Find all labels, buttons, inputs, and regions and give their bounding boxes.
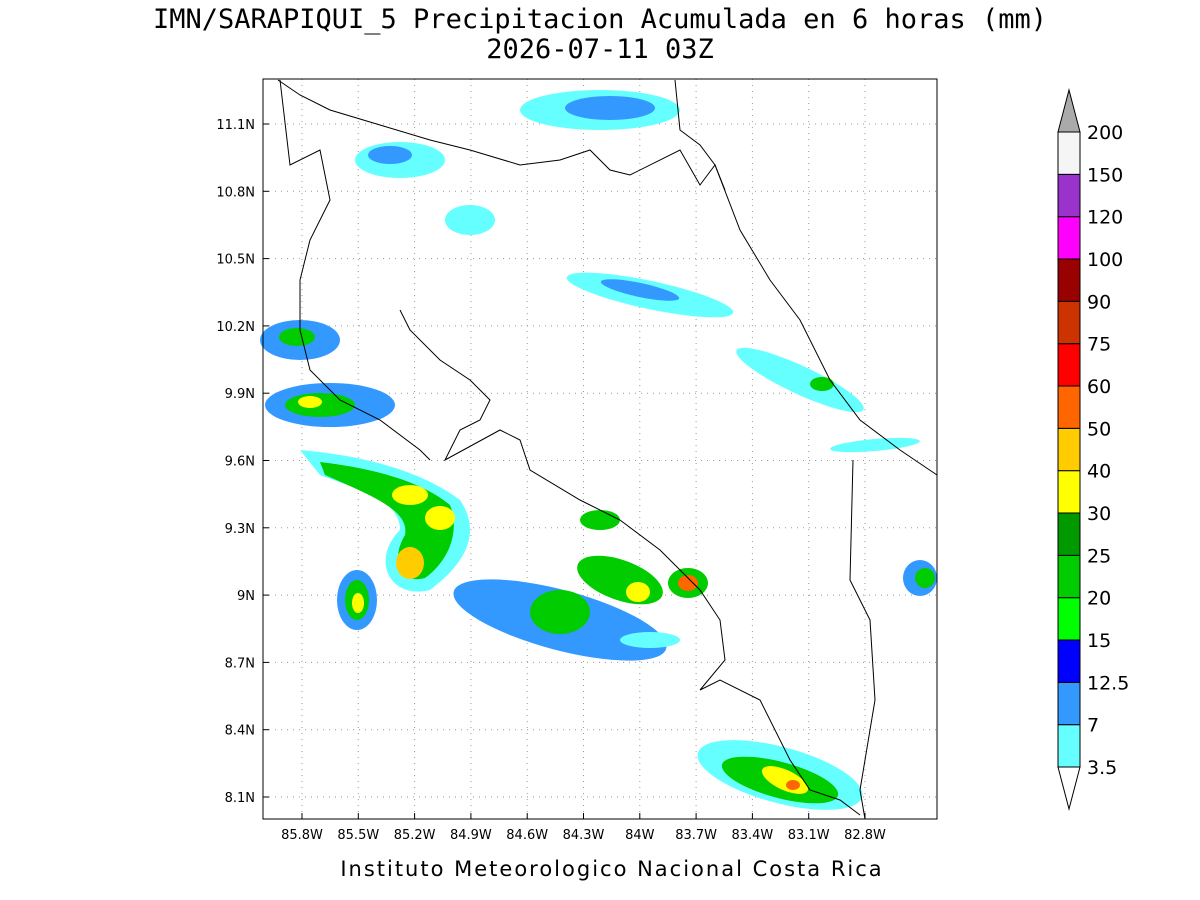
subtitle: 2026-07-11 03Z	[486, 34, 714, 65]
colorbar-label: 200	[1087, 122, 1123, 144]
colorbar-box	[1057, 343, 1081, 387]
colorbar-box	[1057, 512, 1081, 556]
colorbar-label: 15	[1087, 630, 1111, 652]
lon-tick-label: 84.3W	[563, 828, 605, 843]
colorbar-label: 3.5	[1087, 757, 1117, 779]
lat-tick-label: 9.9N	[225, 387, 255, 402]
lon-tick-label: 85.2W	[394, 828, 436, 843]
lon-tick-label: 83.4W	[731, 828, 773, 843]
lon-tick-label: 84.6W	[506, 828, 548, 843]
colorbar-box	[1057, 597, 1081, 641]
colorbar-box	[1057, 258, 1081, 302]
colorbar-label: 120	[1087, 207, 1123, 229]
colorbar-label: 40	[1087, 461, 1111, 483]
lat-tick-label: 10.2N	[216, 320, 255, 335]
lon-tick-label: 83.1W	[788, 828, 830, 843]
colorbar-box	[1057, 470, 1081, 514]
lon-tick-label: 82.8W	[844, 828, 886, 843]
map-frame	[262, 78, 938, 820]
colorbar-label: 50	[1087, 418, 1111, 440]
footer: Instituto Meteorologico Nacional Costa R…	[340, 857, 883, 881]
colorbar-box	[1057, 724, 1081, 768]
colorbar: 3.5 7 12.5 15 20 25 30 40 50 60 75 90 100 120 150 200	[1057, 88, 1129, 811]
colorbar-box	[1057, 300, 1081, 345]
lat-tick-label: 9N	[237, 589, 255, 604]
lon-tick-label: 85.8W	[281, 828, 323, 843]
title: IMN/SARAPIQUI_5 Precipitacion Acumulada …	[153, 4, 1047, 35]
colorbar-label: 7	[1087, 715, 1099, 737]
colorbar-box	[1057, 131, 1081, 175]
lat-tick-label: 9.6N	[225, 455, 255, 470]
colorbar-label: 150	[1087, 164, 1123, 186]
coastline	[277, 79, 938, 820]
colorbar-box	[1057, 427, 1081, 472]
precipitation	[260, 90, 937, 810]
colorbar-label: 25	[1087, 545, 1111, 567]
lat-tick-label: 10.5N	[216, 253, 255, 268]
lon-tick-label: 84W	[625, 828, 655, 843]
map-area: 11.1N 10.8N 10.5N 10.2N 9.9N 9.6N 9.3N 9N 8.7N 8.…	[216, 78, 938, 843]
lat-tick-label: 11.1N	[216, 118, 255, 133]
map-background	[263, 79, 937, 819]
colorbar-box	[1057, 554, 1081, 599]
colorbar-label: 60	[1087, 376, 1111, 398]
lat-tick-label: 8.7N	[225, 656, 255, 671]
colorbar-under	[1057, 766, 1081, 811]
colorbar-label: 30	[1087, 503, 1111, 525]
colorbar-label: 12.5	[1087, 672, 1129, 694]
lon-tick-label: 83.7W	[675, 828, 717, 843]
colorbar-box	[1057, 216, 1081, 260]
colorbar-box	[1057, 173, 1081, 218]
colorbar-label: 100	[1087, 249, 1123, 271]
colorbar-box	[1057, 639, 1081, 683]
lon-tick-label: 84.9W	[450, 828, 492, 843]
lat-tick-label: 10.8N	[216, 185, 255, 200]
colorbar-box	[1057, 681, 1081, 726]
colorbar-label: 75	[1087, 334, 1111, 356]
colorbar-over	[1057, 88, 1081, 133]
lat-tick-label: 8.1N	[225, 791, 255, 806]
colorbar-label: 20	[1087, 588, 1111, 610]
colorbar-label: 90	[1087, 291, 1111, 313]
lat-tick-label: 8.4N	[225, 724, 255, 739]
lon-tick-label: 85.5W	[337, 828, 379, 843]
lat-tick-label: 9.3N	[225, 522, 255, 537]
colorbar-box	[1057, 385, 1081, 429]
